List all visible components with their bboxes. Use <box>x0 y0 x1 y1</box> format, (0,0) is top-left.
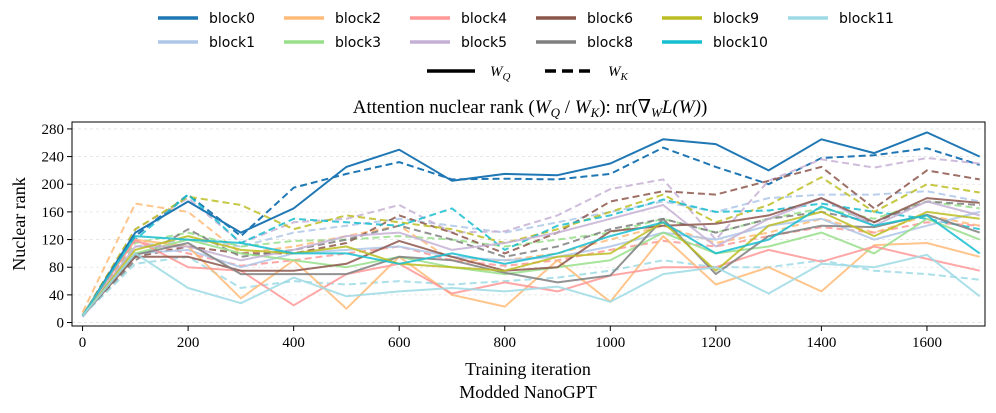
legend: block0 block1 block2 block3 block4 block5 bloc… <box>158 11 894 51</box>
series-block11-wk <box>81 255 980 317</box>
legend-label-block5: block5 <box>461 35 507 51</box>
series-block9-wk <box>81 176 980 317</box>
series-block11-wq <box>81 252 981 317</box>
series-block10-wq <box>81 205 981 317</box>
y-tick-label-6: 240 <box>42 150 65 166</box>
x-tick-label-2: 400 <box>282 335 305 351</box>
series-block8-wk <box>81 200 980 317</box>
plot-frame <box>71 121 986 327</box>
y-axis-ticks: 0 40 80 120 160 200 240 280 <box>42 122 72 332</box>
y-tick-label-5: 200 <box>42 177 65 193</box>
x-tick-label-8: 1600 <box>912 335 942 351</box>
y-tick-label-0: 0 <box>57 316 65 332</box>
legend-label-block9: block9 <box>713 11 759 27</box>
x-tick-label-5: 1000 <box>595 335 625 351</box>
legend-label-block8: block8 <box>587 35 633 51</box>
series-block9-wq <box>81 210 980 317</box>
y-axis-label: Nuclear rank <box>9 177 29 270</box>
legend-label-block4: block4 <box>461 11 507 27</box>
style-legend: WQ WK <box>427 64 629 83</box>
chart-title: Attention nuclear rank (WQ / WK): nr(∇WL… <box>353 97 708 120</box>
style-legend-label-1: WK <box>608 64 629 83</box>
y-tick-label-1: 40 <box>49 288 64 304</box>
series-block8-wq <box>81 213 981 317</box>
x-axis-ticks: 0 200 400 600 800 1000 1200 1400 1600 <box>79 326 942 351</box>
legend-label-block10: block10 <box>713 35 768 51</box>
legend-label-block6: block6 <box>587 11 633 27</box>
legend-label-block11: block11 <box>839 11 894 27</box>
y-tick-label-4: 160 <box>42 205 65 221</box>
series-block1-wk <box>81 190 980 318</box>
x-tick-label-0: 0 <box>79 335 87 351</box>
legend-label-block2: block2 <box>335 11 381 27</box>
x-tick-label-1: 200 <box>177 335 200 351</box>
legend-label-block0: block0 <box>209 11 255 27</box>
series-lines <box>81 131 981 318</box>
y-tick-label-2: 80 <box>49 260 64 276</box>
y-tick-label-3: 120 <box>42 233 65 249</box>
series-block0-wk <box>81 146 980 317</box>
style-legend-label-0: WQ <box>490 64 511 83</box>
legend-label-block3: block3 <box>335 35 381 51</box>
series-block4-wq <box>81 238 980 317</box>
series-block10-wk <box>81 193 980 317</box>
x-tick-label-3: 600 <box>388 335 411 351</box>
x-tick-label-6: 1200 <box>701 335 731 351</box>
y-tick-label-7: 280 <box>42 122 65 138</box>
x-axis-label: Training iteration <box>465 359 591 379</box>
chart-subtitle: Modded NanoGPT <box>459 382 597 402</box>
x-tick-label-7: 1400 <box>806 335 836 351</box>
legend-label-block1: block1 <box>209 35 255 51</box>
series-block2-wq <box>81 235 980 315</box>
series-block3-wq <box>81 217 981 317</box>
series-block2-wk <box>81 202 980 313</box>
x-tick-label-4: 800 <box>494 335 517 351</box>
series-block0-wq <box>81 131 981 317</box>
